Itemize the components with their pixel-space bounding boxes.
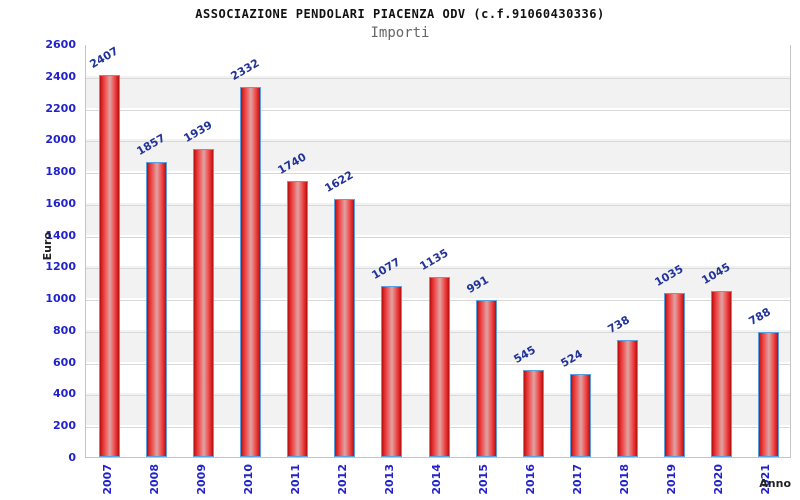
gridline [86, 141, 790, 143]
y-axis-tick-label: 1000 [45, 292, 76, 306]
bar [569, 373, 591, 457]
bar [663, 292, 685, 457]
bar [428, 276, 450, 457]
x-axis-tick-label: 2014 [430, 464, 443, 495]
y-axis-title: Euro [41, 232, 54, 261]
bar [757, 331, 779, 457]
x-axis-tick-label: 2015 [477, 464, 491, 495]
x-axis-tick-label: 2007 [100, 464, 114, 495]
gridline [86, 109, 790, 111]
y-axis-tick-label: 400 [53, 387, 76, 401]
x-axis-tick-label: 2010 [241, 464, 255, 495]
y-axis-tick-label: 200 [53, 419, 76, 433]
bar [710, 291, 732, 457]
bar [334, 199, 356, 457]
bar [240, 86, 262, 457]
x-axis-tick-label: 2009 [194, 464, 208, 495]
y-axis-tick-label: 2200 [45, 101, 76, 115]
x-axis-title: Anno [759, 477, 791, 490]
y-axis-tick-label: 1400 [45, 228, 76, 242]
y-axis-tick-label: 0 [68, 451, 76, 464]
plot-band [86, 44, 790, 76]
x-axis-tick-label: 2018 [618, 464, 632, 495]
gridline [86, 77, 790, 79]
chart-subtitle: Importi [370, 25, 430, 41]
x-axis-tick-label: 2011 [288, 464, 302, 495]
plot-band [86, 171, 790, 203]
bar [616, 339, 638, 457]
y-axis-tick-label: 1600 [45, 196, 76, 210]
y-axis-tick-label: 2000 [45, 133, 76, 147]
y-axis-tick-label: 2600 [45, 38, 76, 51]
plot-band [86, 139, 790, 172]
x-axis-tick-label: 2008 [147, 464, 161, 495]
y-axis-tick-label: 1800 [45, 165, 76, 179]
bar [287, 180, 309, 457]
plot-area: 2407 1857 1939 2332 1740 1622 1077 1135 991 545 52… [85, 44, 791, 458]
y-axis-tick-label: 2400 [45, 69, 76, 83]
x-axis-tick-label: 2013 [382, 464, 396, 495]
bar [522, 370, 544, 457]
x-axis-tick-label: 2012 [335, 464, 349, 495]
plot-band [86, 202, 790, 235]
chart-title: ASSOCIAZIONE PENDOLARI PIACENZA ODV (c.f… [195, 7, 605, 21]
plot-band [86, 107, 790, 140]
gridline [86, 268, 790, 270]
x-axis-tick-label: 2016 [524, 464, 538, 495]
y-axis-tick-label: 600 [53, 355, 76, 369]
gridline [86, 236, 790, 238]
x-axis-tick-label: 2017 [571, 464, 585, 495]
bar [99, 74, 121, 457]
bar [475, 299, 497, 457]
x-axis-tick-label: 2019 [665, 464, 679, 495]
bar [193, 149, 215, 457]
bar [146, 162, 168, 457]
gridline [86, 204, 790, 206]
y-axis-tick-label: 800 [53, 323, 76, 337]
plot-band [86, 75, 790, 108]
gridline [86, 173, 790, 175]
x-axis-tick-label: 2020 [712, 464, 726, 495]
y-axis-tick-label: 1200 [45, 260, 76, 274]
bar [381, 285, 403, 457]
